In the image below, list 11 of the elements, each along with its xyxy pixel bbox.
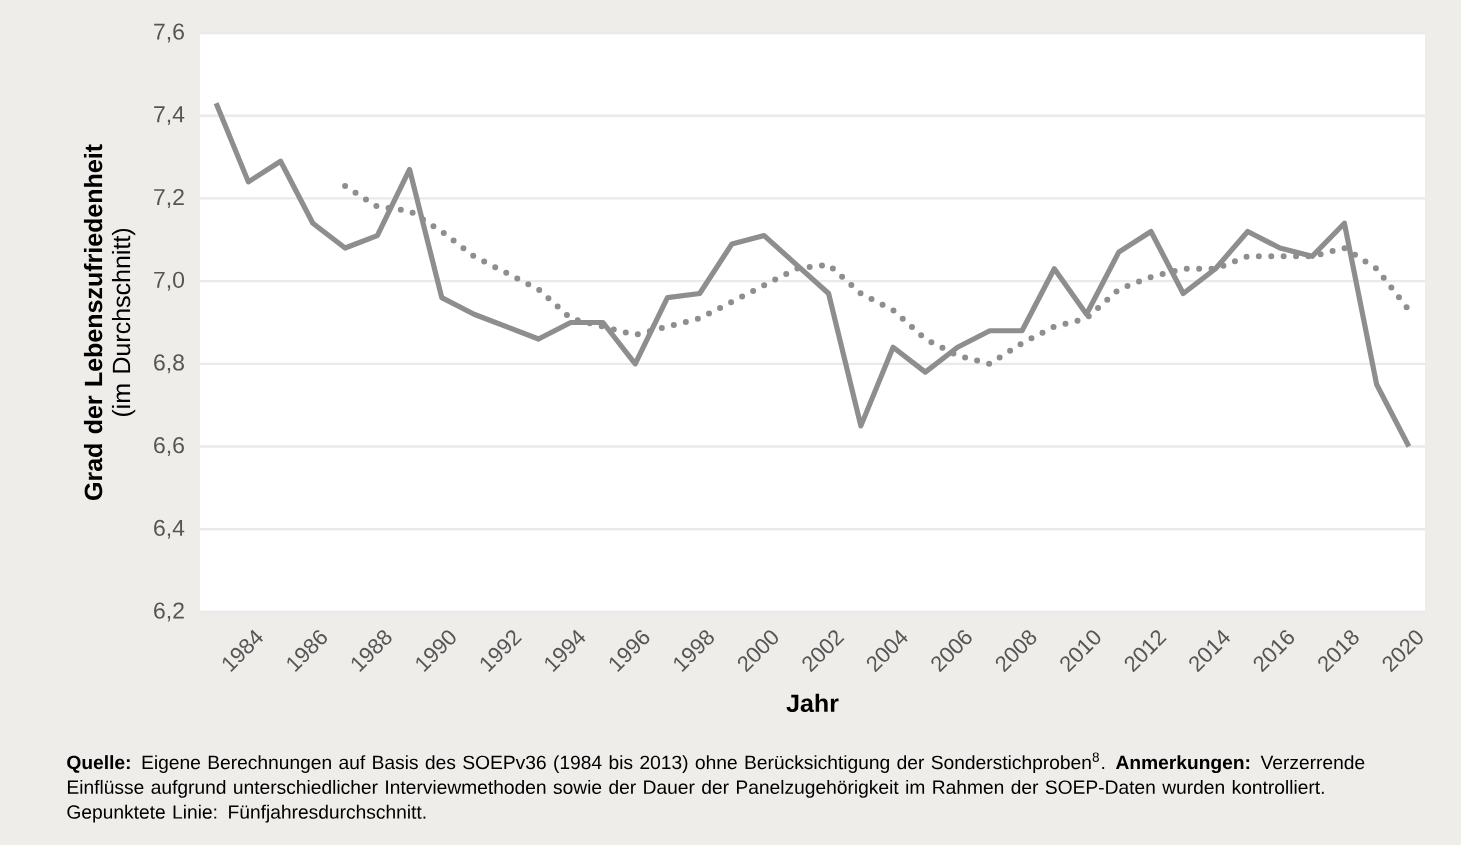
y-tick-label: 7,4: [154, 106, 185, 126]
y-tick-label: 6,6: [154, 437, 184, 457]
y-tick-label: 7,6: [154, 23, 184, 43]
text: Quelle: Eigene Berechnungen auf Basis des SOEPv36 (1984 bis 2013) ohne Berücksichtigung der Sonderstichproben$^{8}$. Anmerkungen: Verzerrende Einflüsse aufgrund unterschiedlicher Interviewmethoden sowie der Dauer der Panelzugehörigkeit im Rahmen der SOEP-Daten wurden kontrolliert. Gepunktete Linie: Fünfjahresdurchschnitt.: [67, 752, 1365, 823]
y-tick-label: 7,0: [154, 271, 185, 291]
y-axis-title: Grad der Lebenszufriedenheit (im Durchschnitt): [83, 144, 136, 500]
x-axis-title: Jahr: [786, 693, 839, 713]
y-tick-label: 6,8: [154, 354, 184, 374]
y-tick-label: 6,2: [154, 602, 184, 622]
y-tick-label: 6,4: [154, 519, 185, 539]
y-tick-label: 7,2: [154, 188, 184, 208]
